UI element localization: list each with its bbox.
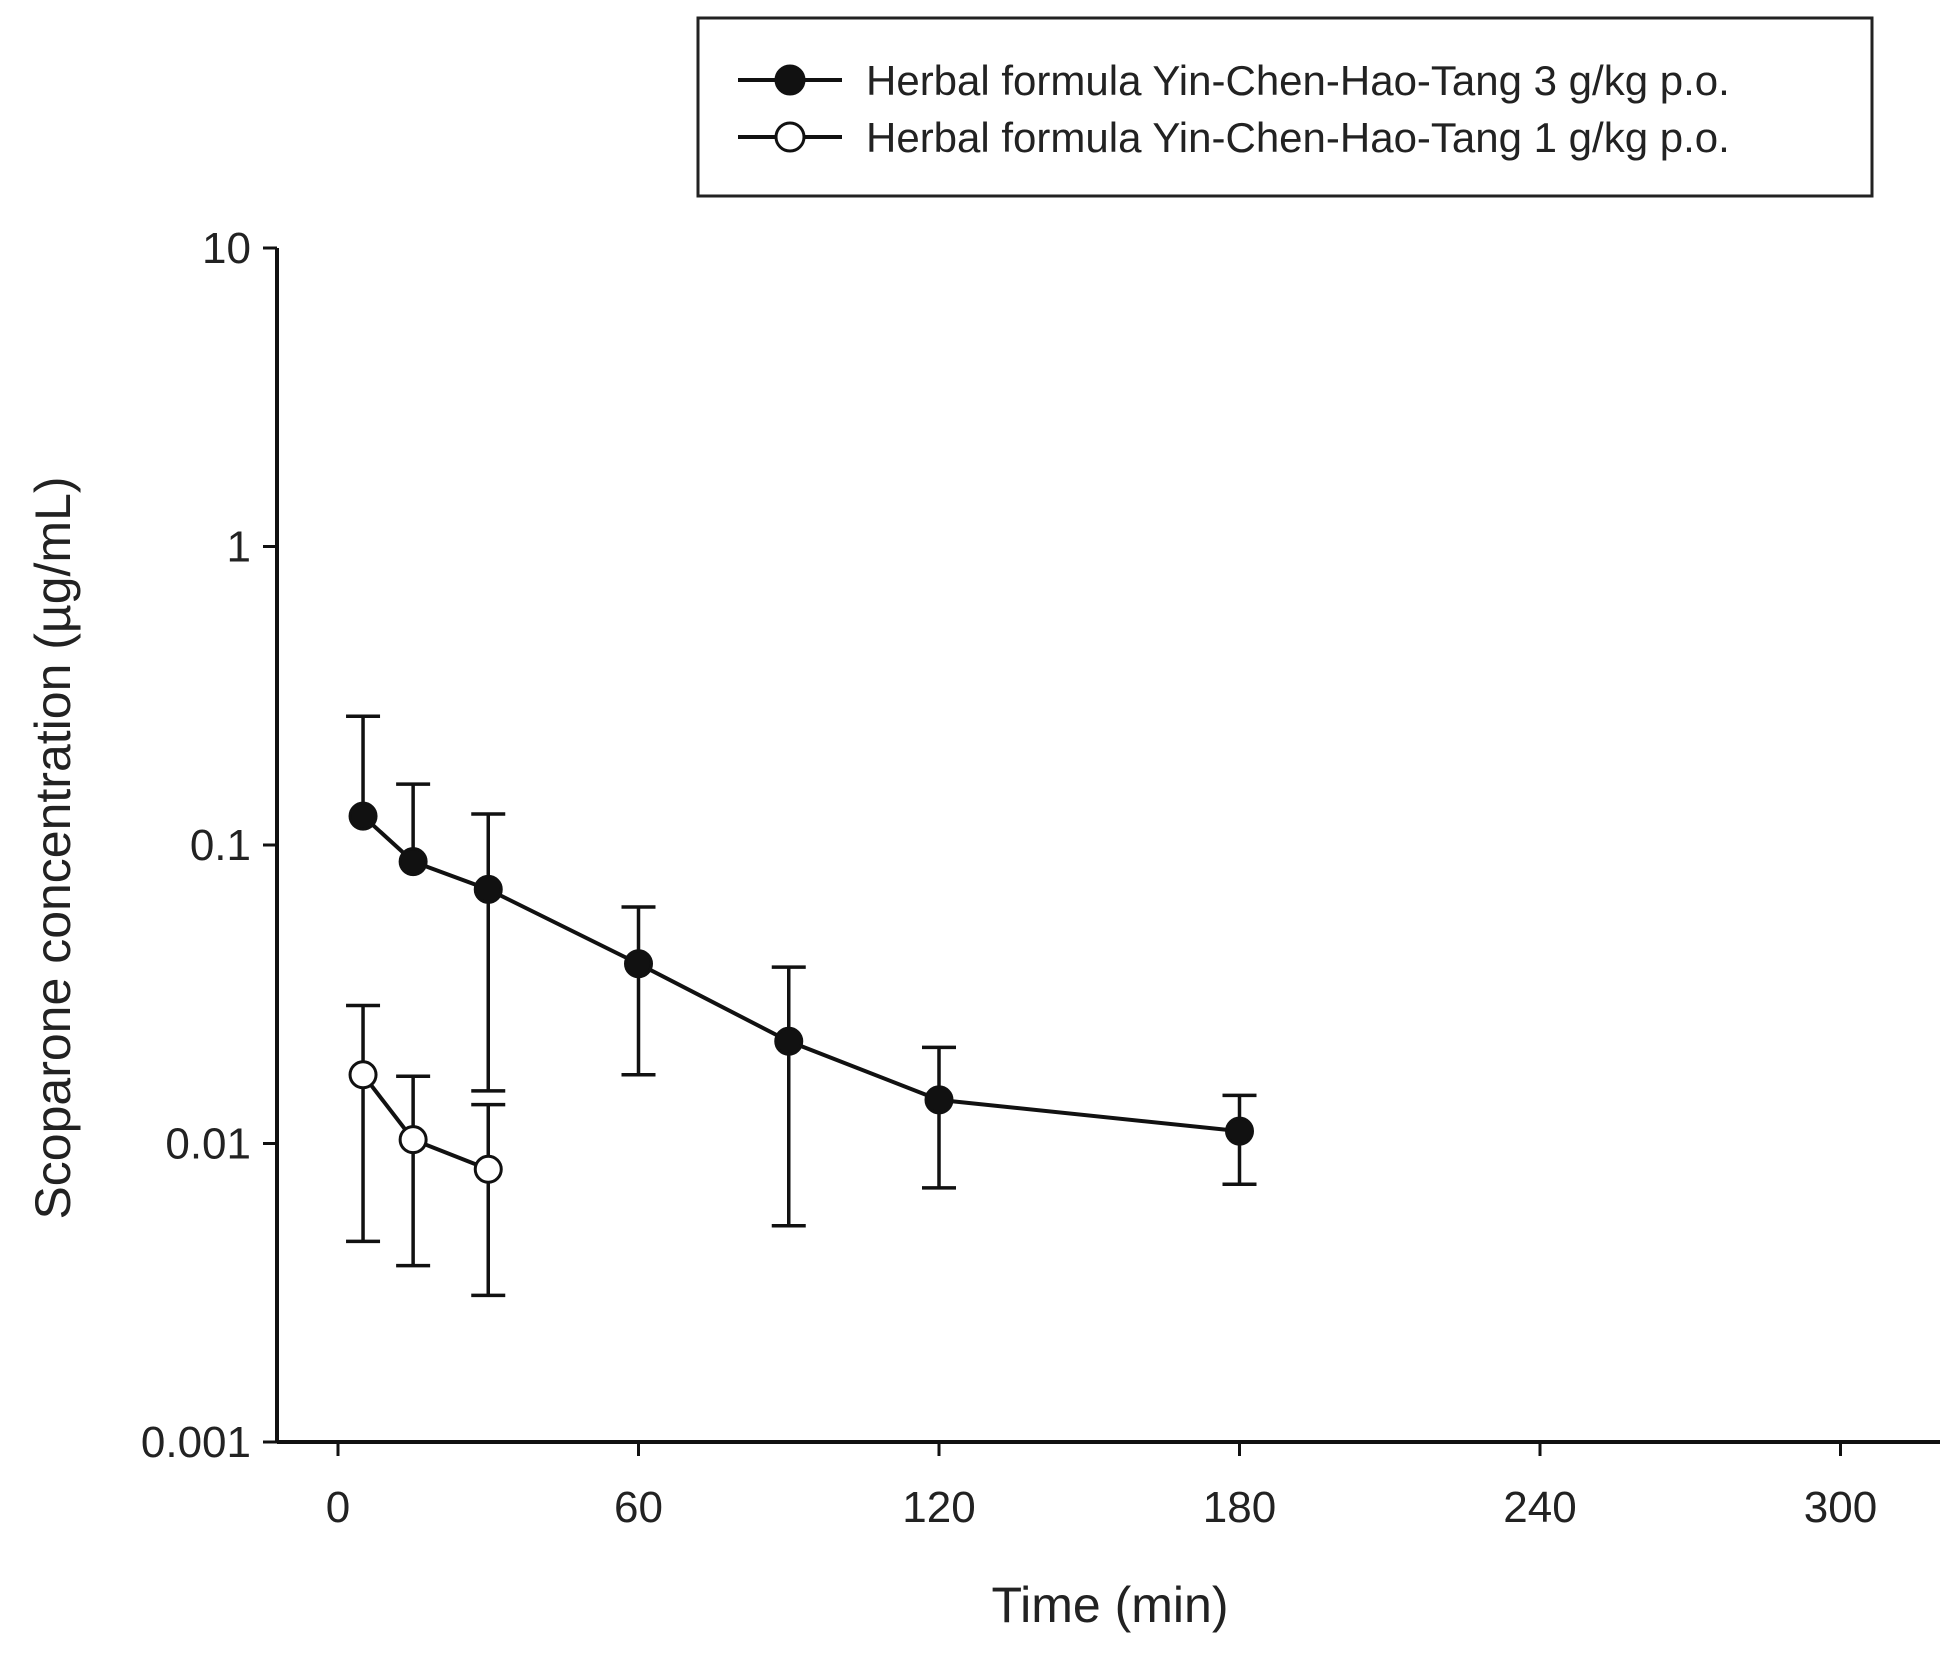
legend-entry-1: Herbal formula Yin-Chen-Hao-Tang 3 g/kg … xyxy=(738,57,1730,104)
legend-entry-2: Herbal formula Yin-Chen-Hao-Tang 1 g/kg … xyxy=(738,114,1730,161)
legend-label-1: Herbal formula Yin-Chen-Hao-Tang 3 g/kg … xyxy=(866,57,1730,104)
x-ticks: 0 60 120 180 240 300 xyxy=(326,1442,1877,1532)
legend: Herbal formula Yin-Chen-Hao-Tang 3 g/kg … xyxy=(696,16,1874,198)
data-point xyxy=(774,1026,804,1056)
data-point xyxy=(473,874,503,904)
y-tick-label: 1 xyxy=(227,523,251,572)
y-ticks: 0.001 0.01 0.1 1 10 xyxy=(141,224,277,1467)
data-point xyxy=(398,847,428,877)
legend-marker-2 xyxy=(774,121,806,153)
y-tick-label: 0.001 xyxy=(141,1418,251,1467)
x-tick-label: 240 xyxy=(1503,1483,1576,1532)
data-point xyxy=(1225,1116,1254,1146)
data-point xyxy=(473,1154,503,1184)
x-tick-label: 120 xyxy=(902,1483,975,1532)
series-line xyxy=(361,1073,489,1172)
x-tick-label: 300 xyxy=(1804,1483,1877,1532)
legend-box xyxy=(696,16,1874,198)
data-point xyxy=(624,949,653,979)
y-tick-label: 0.1 xyxy=(190,821,251,870)
series-1 xyxy=(346,714,1257,1228)
series-2 xyxy=(346,1003,506,1298)
data-point xyxy=(398,1125,428,1155)
series-line xyxy=(361,814,1240,1134)
x-tick-label: 0 xyxy=(326,1483,350,1532)
legend-marker-1 xyxy=(774,64,806,96)
x-axis-title: Time (min) xyxy=(991,1577,1228,1633)
legend-label-2: Herbal formula Yin-Chen-Hao-Tang 1 g/kg … xyxy=(866,114,1730,161)
x-tick-label: 60 xyxy=(614,1483,663,1532)
plot-area xyxy=(346,714,1257,1298)
data-point xyxy=(348,1060,378,1090)
data-point xyxy=(348,801,378,831)
y-tick-label: 0.01 xyxy=(165,1120,251,1169)
y-tick-label: 10 xyxy=(202,224,251,273)
y-axis-title: Scoparone concentration (µg/mL) xyxy=(25,476,81,1219)
data-point xyxy=(924,1085,954,1115)
x-tick-label: 180 xyxy=(1203,1483,1276,1532)
